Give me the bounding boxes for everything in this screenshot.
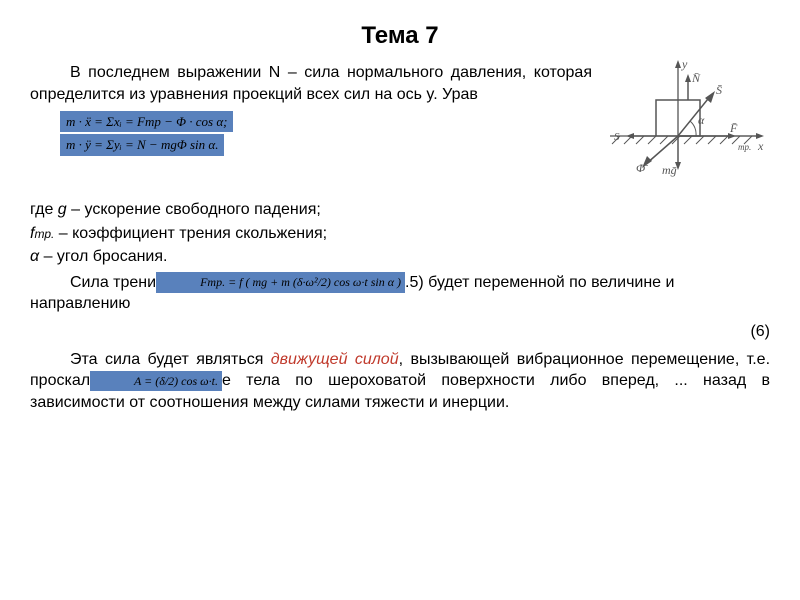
axis-x-label: x (757, 139, 764, 153)
axis-y-label: y (681, 58, 688, 71)
angle-alpha-label: α (698, 113, 705, 127)
friction-equation: Fmp. = f ( mg + m (δ·ω²/2) cos ω·t sin α… (156, 272, 405, 292)
svg-text:S: S (614, 131, 620, 143)
amplitude-equation: A = (δ/2) cos ω·t. (90, 371, 222, 391)
vector-f-label: F̄ (729, 121, 738, 135)
def-f: fтр. – коэффициент трения скольжения; (30, 223, 770, 245)
def-alpha: α – угол бросания. (30, 246, 770, 268)
vector-s-label: S̄ (716, 83, 722, 97)
page-title: Тема 7 (30, 20, 770, 52)
equation-1: m · ẍ = Σxᵢ = Fmp − Φ · cos α; (60, 111, 233, 133)
definitions: где g – ускорение свободного падения; fт… (30, 199, 770, 268)
friction-paragraph: Сила трениFmp. = f ( mg + m (δ·ω²/2) cos… (30, 272, 770, 315)
driving-force-text: движущей силой (271, 351, 399, 368)
vector-n-label: N̄ (691, 71, 701, 85)
equation-number: (6) (30, 321, 770, 343)
equation-2: m · ÿ = Σyᵢ = N − mgΦ sin α. (60, 134, 224, 156)
vector-f-sub: тр. (738, 142, 751, 152)
vector-mg-label: mḡ (662, 163, 677, 177)
free-body-diagram: y x N̄ S̄ α Φ̄ mḡ (600, 58, 770, 185)
final-paragraph: Эта сила будет являться движущей силой, … (30, 349, 770, 414)
def-g: где g – ускорение свободного падения; (30, 199, 770, 221)
intro-text: В последнем выражении N – сила нормально… (30, 64, 592, 103)
